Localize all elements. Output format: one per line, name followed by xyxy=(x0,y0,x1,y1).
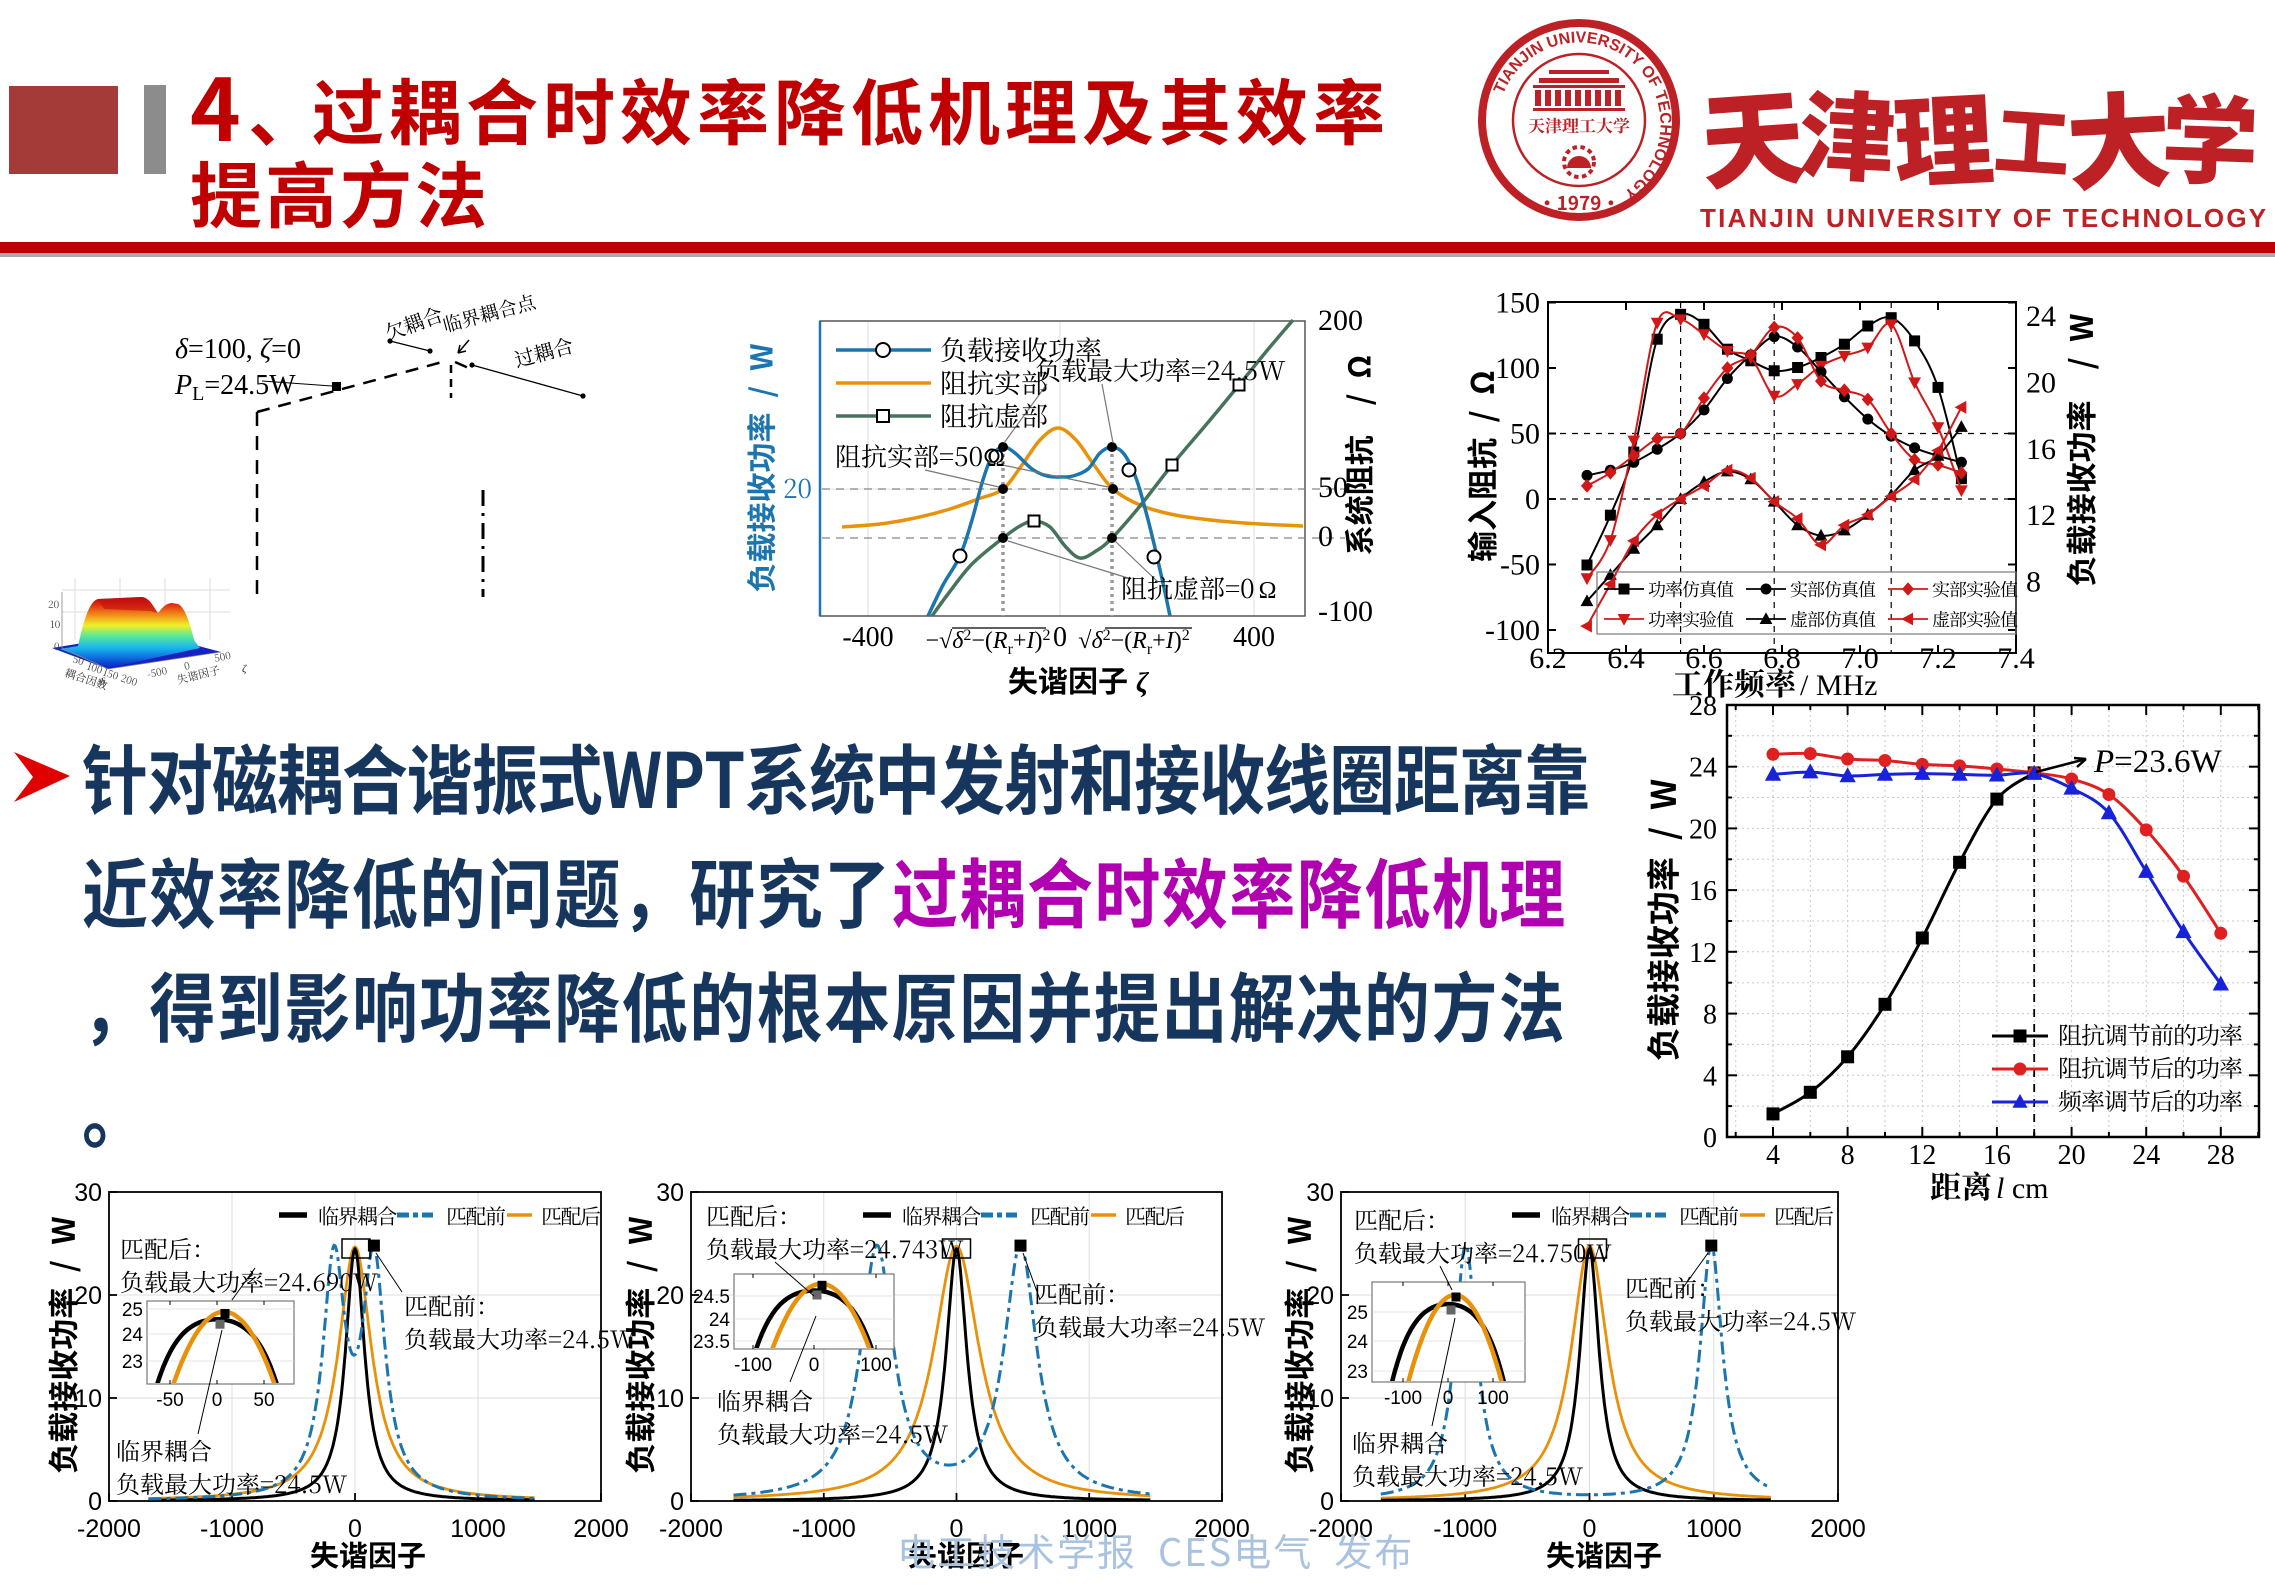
svg-text:23: 23 xyxy=(122,1352,143,1373)
svg-text:10: 10 xyxy=(656,1385,684,1413)
svg-text:δ: δ xyxy=(100,676,106,688)
svg-text:0: 0 xyxy=(1703,1123,1717,1154)
svg-text:400: 400 xyxy=(1233,622,1275,653)
svg-text:8: 8 xyxy=(1841,1140,1855,1171)
svg-text:6.6: 6.6 xyxy=(1685,642,1723,675)
svg-text:12: 12 xyxy=(2026,499,2056,532)
svg-text:28: 28 xyxy=(2207,1140,2235,1171)
svg-text:0: 0 xyxy=(950,1515,964,1543)
svg-text:-100: -100 xyxy=(1318,595,1373,628)
svg-text:−√δ2−(Rr+I)2: −√δ2−(Rr+I)2 xyxy=(926,627,1051,658)
svg-text:-2000: -2000 xyxy=(659,1515,723,1543)
svg-text:Ω: Ω xyxy=(1259,578,1277,604)
svg-text:1000: 1000 xyxy=(450,1515,506,1543)
svg-text:-400: -400 xyxy=(842,622,893,653)
svg-text:0: 0 xyxy=(670,1488,684,1516)
svg-text:16: 16 xyxy=(1689,876,1717,907)
svg-text:0: 0 xyxy=(809,1355,820,1376)
svg-text:0: 0 xyxy=(1320,1488,1334,1516)
svg-text:2000: 2000 xyxy=(573,1515,629,1543)
svg-text:-50: -50 xyxy=(1500,549,1540,582)
svg-text:20: 20 xyxy=(2058,1140,2086,1171)
svg-text:16: 16 xyxy=(1983,1140,2011,1171)
svg-text:30: 30 xyxy=(656,1179,684,1207)
svg-text:30: 30 xyxy=(1306,1179,1334,1207)
svg-text:23.5: 23.5 xyxy=(693,1332,730,1353)
svg-text:25: 25 xyxy=(1347,1303,1368,1324)
svg-text:-1000: -1000 xyxy=(792,1515,856,1543)
svg-text:20: 20 xyxy=(1306,1282,1334,1310)
svg-text:50: 50 xyxy=(1318,471,1348,504)
svg-text:0: 0 xyxy=(1525,483,1540,516)
svg-text:8: 8 xyxy=(1703,1000,1717,1031)
svg-text:4: 4 xyxy=(1703,1061,1717,1092)
svg-text:6.4: 6.4 xyxy=(1607,642,1645,675)
svg-text:0: 0 xyxy=(348,1515,362,1543)
svg-text:10: 10 xyxy=(74,1385,102,1413)
svg-text:30: 30 xyxy=(74,1179,102,1207)
svg-text:12: 12 xyxy=(1689,938,1717,969)
svg-text:7.4: 7.4 xyxy=(1997,642,2035,675)
svg-text:P=23.6W: P=23.6W xyxy=(2093,744,2223,780)
svg-text:0: 0 xyxy=(212,1390,223,1411)
svg-text:TIANJIN UNIVERSITY OF TECHNOLO: TIANJIN UNIVERSITY OF TECHNOLOGY xyxy=(1700,203,2268,233)
svg-text:-100: -100 xyxy=(734,1355,772,1376)
svg-text:24.5: 24.5 xyxy=(693,1287,730,1308)
svg-text:ζ: ζ xyxy=(1136,668,1150,699)
svg-text:0: 0 xyxy=(1443,1388,1454,1409)
svg-text:100: 100 xyxy=(1495,352,1540,385)
svg-text:6.8: 6.8 xyxy=(1763,642,1801,675)
svg-text:1000: 1000 xyxy=(1061,1515,1117,1543)
svg-text:0: 0 xyxy=(88,1488,102,1516)
svg-text:6.2: 6.2 xyxy=(1529,642,1567,675)
svg-text:50: 50 xyxy=(253,1390,274,1411)
svg-text:√δ2−(Rr+I)2: √δ2−(Rr+I)2 xyxy=(1078,627,1189,658)
svg-text:24: 24 xyxy=(1347,1332,1369,1353)
svg-text:28: 28 xyxy=(1689,691,1717,722)
svg-text:-100: -100 xyxy=(1384,1388,1422,1409)
svg-text:8: 8 xyxy=(2026,566,2041,599)
svg-text:2000: 2000 xyxy=(1810,1515,1866,1543)
svg-text:24: 24 xyxy=(709,1310,731,1331)
svg-text:23: 23 xyxy=(1347,1362,1368,1383)
svg-text:0: 0 xyxy=(1053,622,1067,653)
svg-text:100: 100 xyxy=(1477,1388,1509,1409)
svg-text:1000: 1000 xyxy=(1686,1515,1742,1543)
svg-text:16: 16 xyxy=(2026,433,2056,466)
svg-text:-100: -100 xyxy=(1485,614,1540,647)
svg-text:δ=100, ζ=0: δ=100, ζ=0 xyxy=(175,334,301,365)
svg-text:50: 50 xyxy=(1510,418,1540,451)
svg-text:ζ: ζ xyxy=(242,663,248,675)
svg-text:24: 24 xyxy=(2026,300,2056,333)
svg-text:24: 24 xyxy=(2132,1140,2160,1171)
svg-text:100: 100 xyxy=(860,1355,892,1376)
svg-text:l cm: l cm xyxy=(1996,1172,2049,1205)
svg-text:-1000: -1000 xyxy=(200,1515,264,1543)
svg-text:20: 20 xyxy=(656,1282,684,1310)
svg-text:20: 20 xyxy=(1689,814,1717,845)
svg-text:25: 25 xyxy=(122,1300,143,1321)
svg-text:-50: -50 xyxy=(156,1390,183,1411)
svg-text:-2000: -2000 xyxy=(77,1515,141,1543)
svg-text:20: 20 xyxy=(2026,366,2056,399)
svg-text:PL=24.5W: PL=24.5W xyxy=(174,370,296,405)
svg-text:20: 20 xyxy=(74,1282,102,1310)
svg-text:24: 24 xyxy=(122,1325,144,1346)
svg-text:0: 0 xyxy=(1583,1515,1597,1543)
svg-text:4: 4 xyxy=(1766,1140,1780,1171)
svg-text:0: 0 xyxy=(1318,520,1333,553)
svg-text:24: 24 xyxy=(1689,753,1717,784)
svg-text:150: 150 xyxy=(1495,287,1540,320)
svg-text:12: 12 xyxy=(1908,1140,1936,1171)
svg-text:200: 200 xyxy=(1318,304,1363,337)
svg-text:/ MHz: / MHz xyxy=(1800,669,1878,702)
svg-text:-1000: -1000 xyxy=(1433,1515,1497,1543)
svg-text:7.0: 7.0 xyxy=(1841,642,1879,675)
svg-text:7.2: 7.2 xyxy=(1919,642,1957,675)
svg-text:Ω: Ω xyxy=(987,446,1005,472)
